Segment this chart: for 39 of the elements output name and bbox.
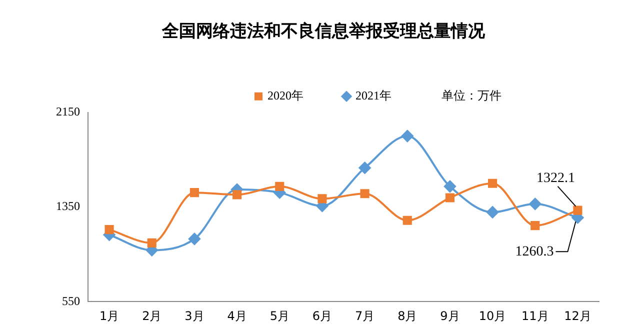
point — [402, 216, 412, 225]
x-tick-label: 2月 — [142, 308, 162, 323]
point — [147, 238, 156, 248]
point — [444, 180, 456, 192]
x-tick-label: 6月 — [312, 308, 332, 323]
point — [530, 221, 540, 230]
x-tick-label: 7月 — [354, 308, 375, 323]
y-tick-label: 1350 — [56, 199, 80, 214]
point — [529, 198, 542, 210]
legend-label: 2020年 — [268, 88, 304, 103]
x-tick-label: 8月 — [398, 308, 418, 323]
x-tick-label: 12月 — [564, 308, 592, 323]
point — [275, 182, 284, 191]
x-tick-label: 1月 — [99, 308, 120, 323]
data-label: 1260.3 — [515, 244, 554, 260]
point — [401, 130, 414, 142]
point — [232, 190, 242, 200]
point — [488, 178, 498, 188]
point — [318, 194, 327, 204]
y-tick-label: 2150 — [56, 104, 80, 119]
point — [358, 162, 371, 174]
point — [445, 193, 454, 202]
x-tick-label: 10月 — [478, 308, 506, 323]
legend-label: 2021年 — [356, 88, 392, 103]
point — [188, 232, 200, 245]
point — [573, 206, 582, 215]
point — [104, 225, 114, 234]
chart-title: 全国网络违法和不良信息举报受理总量情况 — [161, 22, 486, 41]
point — [190, 188, 199, 198]
x-tick-label: 3月 — [184, 308, 204, 323]
point — [360, 189, 370, 198]
data-label: 1322.1 — [536, 170, 575, 186]
y-tick-label: 550 — [62, 294, 80, 308]
point — [486, 206, 499, 218]
text: 单位：万件 — [442, 88, 502, 103]
x-tick-label: 5月 — [270, 308, 290, 323]
x-tick-label: 11月 — [521, 308, 549, 323]
x-tick-label: 9月 — [440, 308, 460, 323]
x-tick-label: 4月 — [227, 308, 247, 323]
